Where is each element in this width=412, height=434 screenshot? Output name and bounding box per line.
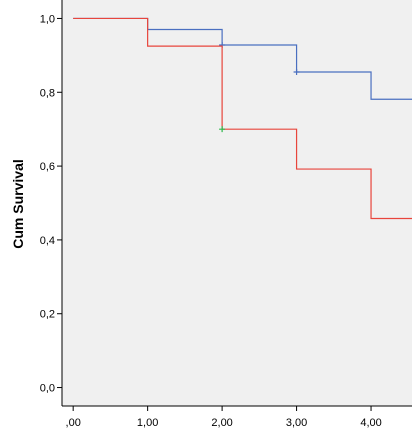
series-line-2 — [73, 17, 412, 220]
x-tick-label: ,00 — [66, 417, 81, 429]
y-tick-label: 1,0 — [40, 13, 55, 25]
y-axis-title: Cum Survival — [10, 159, 26, 248]
x-tick-label: 3,00 — [286, 417, 307, 429]
y-tick-label: 0,6 — [40, 161, 55, 173]
y-tick-label: 0,0 — [40, 383, 55, 395]
x-tick-label: 2,00 — [211, 417, 232, 429]
x-axis: ,00 1,00 2,00 3,00 4,00 — [62, 405, 412, 429]
plot-background — [62, 0, 412, 406]
x-tick-label: 1,00 — [137, 417, 158, 429]
x-tick-label: 4,00 — [360, 417, 381, 429]
censor-mark — [293, 68, 300, 75]
y-tick-label: 0,8 — [40, 87, 55, 99]
y-tick-label: 0,2 — [40, 309, 55, 321]
series-group — [73, 17, 412, 220]
censor-mark — [219, 126, 226, 133]
y-axis: 0,0 0,2 0,4 0,6 0,8 1,0 — [40, 0, 63, 406]
y-tick-label: 0,4 — [40, 235, 55, 247]
